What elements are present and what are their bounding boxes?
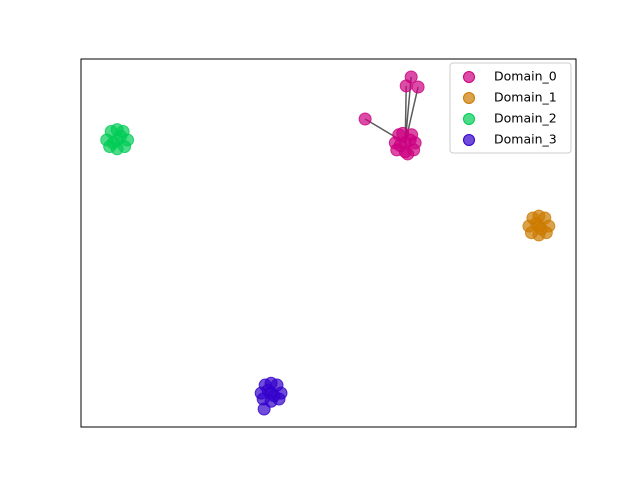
point — [404, 70, 418, 84]
legend-box — [449, 62, 572, 154]
plot-frame — [80, 58, 577, 428]
point — [114, 129, 128, 143]
legend-label: Domain_1 — [494, 90, 557, 105]
legend-marker — [463, 134, 475, 146]
point — [411, 80, 425, 94]
point — [257, 402, 271, 416]
legend-marker — [463, 92, 475, 104]
legend-label: Domain_0 — [494, 69, 557, 84]
legend-marker — [463, 113, 475, 125]
point — [358, 112, 372, 126]
point — [393, 138, 407, 152]
point — [401, 147, 415, 161]
legend-label: Domain_2 — [494, 111, 557, 126]
point — [267, 389, 281, 403]
legend-label: Domain_3 — [494, 132, 557, 147]
point — [403, 133, 417, 147]
legend-marker — [463, 71, 475, 83]
point — [534, 222, 548, 236]
